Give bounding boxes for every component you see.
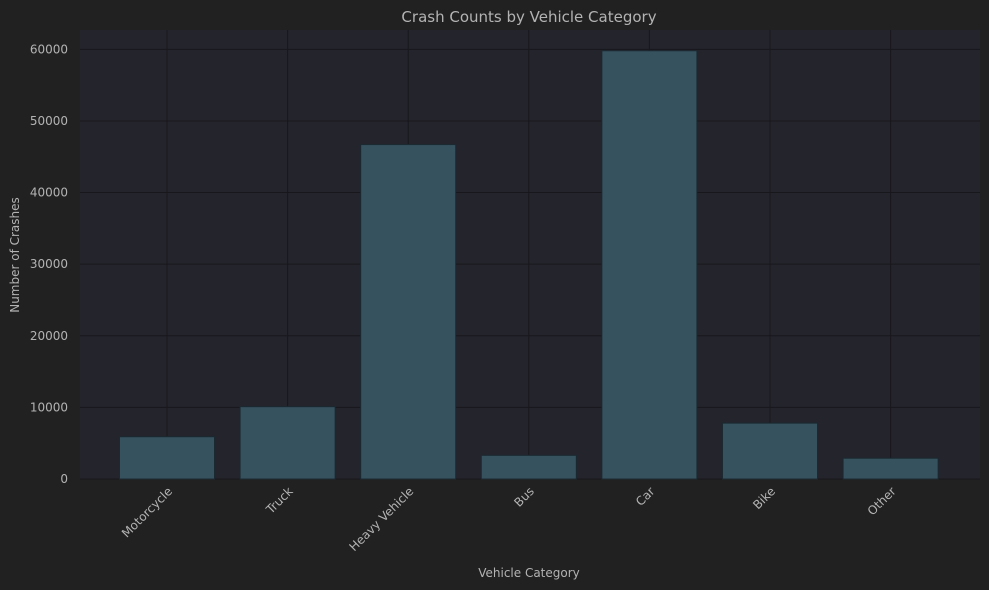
y-tick-labels: 0 10000 20000 30000 40000 50000 60000: [30, 42, 68, 486]
bars: [119, 50, 939, 480]
bar-heavy-vehicle: [360, 144, 457, 480]
y-tick-label: 20000: [30, 329, 68, 343]
y-tick-label: 40000: [30, 186, 68, 200]
x-tick-label: Heavy Vehicle: [347, 484, 417, 554]
x-tick-labels: Motorcycle Truck Heavy Vehicle Bus Car Bike Ot…: [119, 484, 899, 554]
y-tick-label: 0: [60, 472, 68, 486]
bar-car: [601, 50, 698, 480]
x-tick-label: Truck: [263, 484, 296, 517]
bar-other: [842, 457, 939, 480]
plot-area: [80, 30, 980, 479]
x-axis-label: Vehicle Category: [478, 566, 580, 580]
y-tick-label: 30000: [30, 257, 68, 271]
chart-title: Crash Counts by Vehicle Category: [401, 8, 656, 26]
y-tick-label: 50000: [30, 114, 68, 128]
bar-motorcycle: [119, 436, 215, 480]
bar-truck: [239, 406, 336, 480]
x-tick-label: Bike: [750, 484, 778, 512]
y-tick-label: 10000: [30, 400, 68, 414]
bar-bus: [480, 454, 577, 480]
y-axis-label: Number of Crashes: [8, 197, 22, 313]
x-tick-label: Car: [633, 484, 658, 509]
bar-bike: [722, 422, 818, 480]
y-tick-label: 60000: [30, 42, 68, 56]
x-tick-label: Bus: [511, 484, 537, 510]
x-tick-label: Motorcycle: [119, 484, 175, 540]
x-tick-label: Other: [865, 484, 899, 518]
